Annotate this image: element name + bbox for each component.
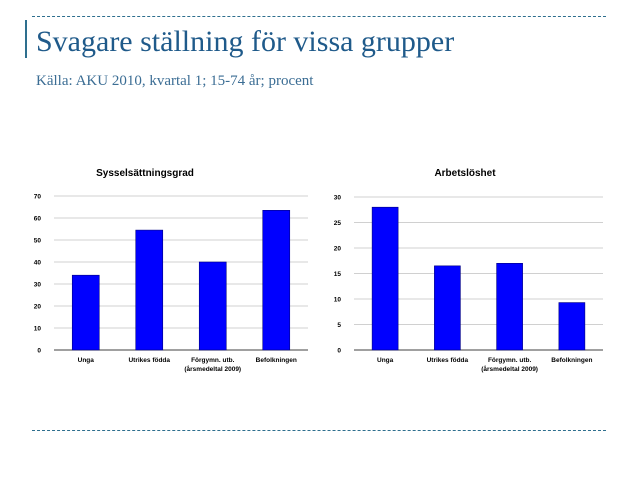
x-tick-label: Utrikes födda bbox=[128, 357, 170, 364]
y-tick-label: 0 bbox=[337, 348, 341, 355]
chart-employment-rate: Sysselsättningsgrad 0 10 20 30 40 50 60 70 Unga Ut… bbox=[34, 168, 308, 373]
y-tick-label: 60 bbox=[34, 216, 42, 223]
x-tick-label: Förgymn. utb. bbox=[488, 357, 532, 364]
top-divider bbox=[32, 16, 606, 17]
bar bbox=[71, 274, 100, 351]
y-tick-label: 50 bbox=[34, 238, 42, 245]
x-tick-label: (årsmedeltal 2009) bbox=[184, 365, 241, 373]
bar bbox=[371, 206, 399, 351]
bottom-divider bbox=[32, 430, 606, 431]
chart-title: Sysselsättningsgrad bbox=[96, 168, 194, 179]
y-tick-label: 5 bbox=[337, 322, 341, 329]
y-tick-label: 20 bbox=[334, 246, 342, 253]
bar bbox=[496, 263, 523, 351]
title-accent-bar bbox=[25, 20, 27, 58]
y-tick-label: 70 bbox=[34, 194, 42, 201]
slide-title: Svagare ställning för vissa grupper bbox=[36, 25, 455, 58]
y-tick-label: 0 bbox=[37, 348, 41, 355]
y-tick-label: 25 bbox=[334, 220, 342, 227]
y-tick-label: 30 bbox=[334, 195, 342, 202]
x-tick-label: (årsmedeltal 2009) bbox=[481, 365, 538, 373]
slide-subtitle: Källa: AKU 2010, kvartal 1; 15-74 år; pr… bbox=[36, 73, 314, 89]
y-tick-label: 15 bbox=[334, 271, 342, 278]
x-tick-label: Befolkningen bbox=[256, 357, 297, 364]
y-tick-label: 10 bbox=[334, 297, 342, 304]
x-tick-label: Unga bbox=[78, 357, 95, 364]
y-tick-label: 10 bbox=[34, 326, 42, 333]
y-tick-label: 40 bbox=[34, 260, 42, 267]
bar bbox=[558, 302, 586, 351]
x-tick-label: Utrikes födda bbox=[427, 357, 469, 364]
x-tick-label: Unga bbox=[377, 357, 394, 364]
y-tick-label: 20 bbox=[34, 304, 42, 311]
bar bbox=[434, 265, 461, 351]
x-tick-label: Förgymn. utb. bbox=[191, 357, 235, 364]
y-tick-label: 30 bbox=[34, 282, 42, 289]
bar bbox=[198, 261, 227, 351]
x-tick-label: Befolkningen bbox=[551, 357, 592, 364]
bar bbox=[135, 229, 164, 351]
chart-title: Arbetslöshet bbox=[434, 168, 496, 179]
chart-unemployment: Arbetslöshet 0 5 10 15 20 25 30 Unga Utrikes född… bbox=[334, 168, 603, 373]
bar bbox=[262, 209, 291, 351]
